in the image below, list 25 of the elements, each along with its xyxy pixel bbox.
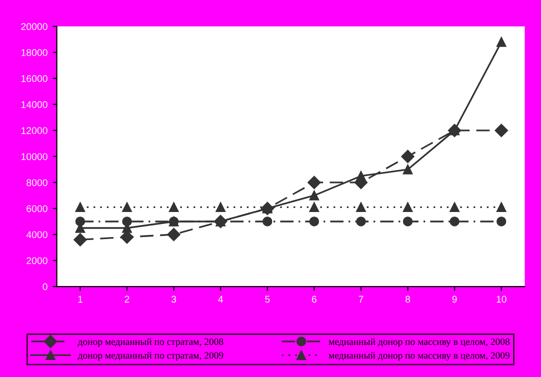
y-tick-label: 6000: [26, 205, 48, 212]
x-tick-label: 4: [218, 296, 224, 303]
x-tick-label: 9: [452, 296, 457, 303]
x-tick-label: 8: [406, 296, 410, 303]
y-tick-label: 10000: [21, 153, 48, 160]
x-tick-label: 6: [312, 296, 316, 303]
x-tick-label: 1: [78, 296, 82, 303]
y-tick-label: 16000: [21, 75, 48, 82]
y-tick-label: 14000: [21, 101, 48, 108]
x-tick-label: 10: [496, 296, 506, 303]
y-tick-label: 2000: [26, 257, 48, 264]
legend-label: донор медианный по стратам, 2009: [78, 352, 224, 361]
legend-label: медианный донор по массиву в целом, 2009: [328, 352, 510, 361]
x-tick-label: 7: [358, 296, 364, 303]
y-tick-label: 8000: [26, 179, 48, 186]
y-tick-label: 0: [42, 283, 48, 290]
y-tick-label: 12000: [21, 127, 48, 134]
y-tick-label: 20000: [21, 23, 48, 30]
x-tick-label: 2: [124, 296, 130, 303]
y-tick-label: 18000: [21, 49, 48, 56]
y-tick-label: 4000: [26, 231, 48, 238]
x-tick-label: 3: [171, 296, 176, 303]
legend-label: медианный донор по массиву в целом, 2008: [328, 338, 510, 347]
x-tick-label: 5: [265, 296, 270, 303]
legend-label: донор медианный по стратам, 2008: [78, 338, 224, 347]
